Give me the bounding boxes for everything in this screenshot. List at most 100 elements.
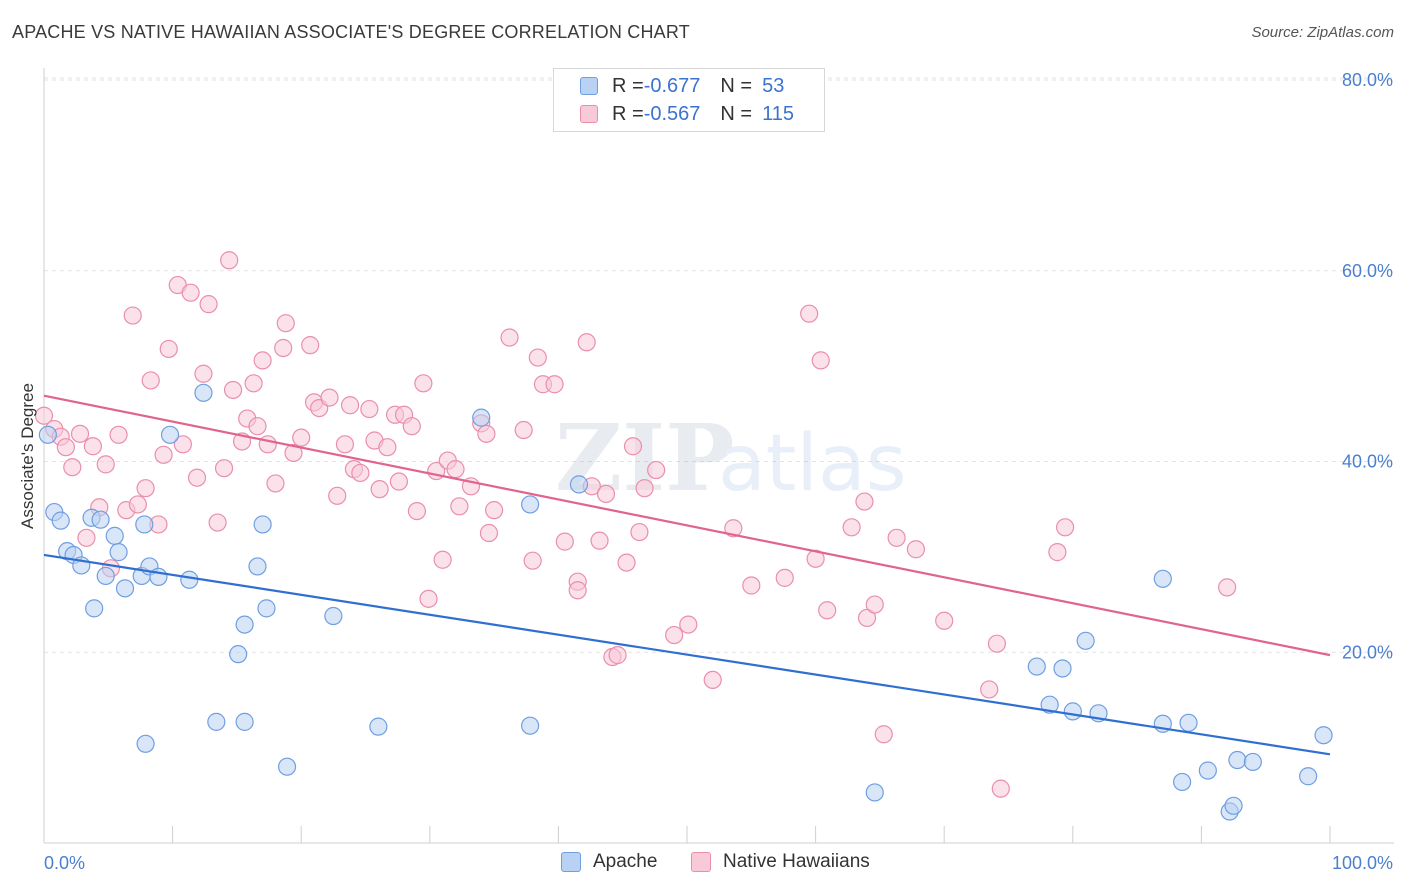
apache-point: [109, 543, 128, 562]
hawaiian-point: [214, 459, 234, 478]
hawaiian-point: [635, 479, 654, 498]
hawaiian-point: [340, 396, 360, 415]
apache-point: [1198, 761, 1217, 780]
apache-point: [38, 425, 57, 444]
apache-point: [248, 557, 267, 576]
apache-point: [369, 717, 388, 736]
hawaiian-point: [181, 283, 200, 302]
hawaiian-point: [775, 568, 794, 587]
hawaiian-point: [360, 399, 379, 419]
hawaiian-point: [276, 314, 295, 333]
apache-point: [1063, 702, 1082, 721]
hawaiian-point: [70, 424, 90, 443]
hawaiian-point: [500, 328, 519, 347]
hawaiian-point: [159, 339, 178, 359]
apache-n-value: 53: [762, 74, 785, 97]
hawaiian-point: [378, 438, 397, 457]
apache-point: [91, 510, 110, 529]
y-axis-label: Associate's Degree: [18, 383, 37, 529]
apache-point: [207, 712, 226, 731]
hawaiian-point: [266, 474, 285, 493]
apache-point: [235, 615, 254, 634]
hawaiian-point: [96, 455, 115, 474]
hawaiian-point: [528, 348, 547, 367]
hawaiian-point: [328, 486, 347, 505]
hawaiian-point: [630, 522, 649, 542]
hawaiian-point: [514, 420, 533, 440]
apache-point: [1153, 569, 1172, 588]
hawaiian-point: [855, 492, 874, 511]
hawaiian-point: [665, 625, 684, 645]
apache-point: [1053, 659, 1072, 678]
hawaiian-point: [742, 576, 761, 595]
y-tick-label: 20.0%: [1342, 642, 1393, 662]
hawaiian-r-label: R =: [612, 102, 644, 125]
hawaiian-point: [335, 435, 355, 454]
apache-point: [229, 645, 248, 664]
apache-point: [105, 526, 124, 545]
hawaiian-point: [128, 495, 147, 514]
hawaiian-point: [292, 428, 311, 447]
apache-point: [51, 511, 70, 530]
apache-points: [38, 383, 1333, 821]
svg-text:atlas: atlas: [718, 419, 907, 509]
hawaiian-point: [187, 468, 207, 487]
hawaiian-point: [545, 375, 564, 394]
apache-point: [1027, 657, 1046, 676]
hawaiian-point: [284, 443, 303, 463]
hawaiian-point: [703, 670, 722, 690]
hawaiian-point: [223, 380, 243, 400]
native-hawaiians-points: [34, 251, 1237, 798]
hawaiian-point: [77, 528, 96, 547]
hawaiian-point: [199, 295, 218, 314]
hawaiian-point: [865, 595, 884, 614]
hawaiian-point: [485, 501, 504, 520]
hawaiian-point: [477, 424, 496, 443]
hawaiian-n-label: N =: [720, 102, 753, 125]
hawaiian-point: [980, 680, 999, 699]
hawaiian-point: [857, 608, 877, 628]
legend-row-hawaiian: R = -0.567 N = 115: [580, 101, 794, 127]
y-tick-label: 80.0%: [1342, 70, 1393, 90]
apache-r-label: R =: [612, 74, 644, 97]
hawaiian-point: [590, 531, 609, 550]
hawaiian-point: [301, 336, 320, 355]
hawaiian-point: [402, 417, 421, 436]
y-tick-label: 60.0%: [1342, 261, 1393, 281]
apache-trend-line: [43, 553, 1331, 756]
hawaiian-point: [800, 304, 819, 323]
hawaiian-point: [568, 581, 587, 600]
x-tick-marks: [43, 826, 1331, 843]
hawaiian-point: [253, 351, 272, 370]
source-label: Source: ZipAtlas.com: [1251, 24, 1394, 41]
apache-point: [569, 475, 589, 494]
apache-legend-label: Apache: [593, 851, 658, 872]
apache-point: [180, 570, 199, 589]
hawaiian-point: [523, 551, 542, 570]
hawaiian-point: [414, 374, 433, 393]
hawaiian-point: [842, 518, 861, 537]
apache-point: [521, 716, 540, 735]
apache-point: [1179, 713, 1198, 732]
hawaiian-r-value: -0.567: [643, 102, 701, 125]
y-tick-labels: 20.0% 40.0% 60.0% 80.0%: [1342, 70, 1393, 662]
apache-point: [160, 425, 180, 444]
hawaiian-point: [83, 437, 102, 456]
hawaiian-point: [446, 460, 465, 479]
apache-point: [1228, 750, 1247, 770]
hawaiian-point: [1048, 543, 1067, 562]
hawaiian-point: [577, 333, 596, 352]
hawaiian-point: [479, 523, 499, 543]
hawaiian-point: [874, 725, 893, 744]
apache-n-label: N =: [720, 74, 753, 97]
x-tick-label-min: 0.0%: [44, 853, 85, 873]
hawaiian-point: [906, 540, 926, 559]
stats-legend: R = -0.677 N = 53 R = -0.567 N = 115: [553, 68, 825, 132]
hawaiian-point: [141, 371, 160, 390]
trend-lines: [43, 394, 1331, 756]
hawaiian-point: [123, 306, 142, 325]
apache-point: [1314, 726, 1333, 745]
hawaiian-point: [248, 417, 267, 436]
hawaiian-point: [623, 437, 643, 456]
